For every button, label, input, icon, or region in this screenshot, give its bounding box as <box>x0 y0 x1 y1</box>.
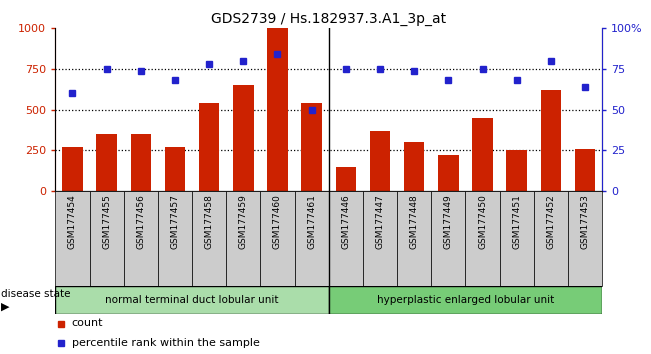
Text: GSM177458: GSM177458 <box>204 194 214 249</box>
Text: GSM177446: GSM177446 <box>341 194 350 249</box>
Bar <box>370 131 391 191</box>
Text: hyperplastic enlarged lobular unit: hyperplastic enlarged lobular unit <box>377 295 554 305</box>
Text: GSM177460: GSM177460 <box>273 194 282 249</box>
Bar <box>165 147 185 191</box>
Bar <box>55 191 89 286</box>
Bar <box>267 28 288 191</box>
Bar <box>336 167 356 191</box>
Bar <box>294 191 329 286</box>
Bar <box>301 103 322 191</box>
Bar <box>404 142 424 191</box>
Bar <box>397 191 432 286</box>
Text: GSM177457: GSM177457 <box>171 194 180 249</box>
Text: GSM177449: GSM177449 <box>444 194 453 249</box>
Text: GSM177453: GSM177453 <box>581 194 590 249</box>
Bar <box>540 90 561 191</box>
Bar <box>465 191 500 286</box>
Bar <box>432 191 465 286</box>
Bar <box>329 286 602 314</box>
Bar <box>227 191 260 286</box>
Bar <box>473 118 493 191</box>
Text: GSM177456: GSM177456 <box>136 194 145 249</box>
Text: ▶: ▶ <box>1 301 9 311</box>
Text: GSM177451: GSM177451 <box>512 194 521 249</box>
Bar <box>500 191 534 286</box>
Text: GSM177461: GSM177461 <box>307 194 316 249</box>
Text: GSM177447: GSM177447 <box>376 194 385 249</box>
Bar <box>568 191 602 286</box>
Bar <box>534 191 568 286</box>
Text: GSM177459: GSM177459 <box>239 194 248 249</box>
Text: GSM177450: GSM177450 <box>478 194 487 249</box>
Text: GSM177452: GSM177452 <box>546 194 555 249</box>
Bar <box>55 286 329 314</box>
Bar <box>90 191 124 286</box>
Bar <box>233 85 253 191</box>
Text: count: count <box>72 319 104 329</box>
Text: GSM177455: GSM177455 <box>102 194 111 249</box>
Bar <box>438 155 458 191</box>
Bar <box>199 103 219 191</box>
Title: GDS2739 / Hs.182937.3.A1_3p_at: GDS2739 / Hs.182937.3.A1_3p_at <box>211 12 447 26</box>
Text: percentile rank within the sample: percentile rank within the sample <box>72 337 260 348</box>
Bar <box>363 191 397 286</box>
Bar <box>260 191 295 286</box>
Text: GSM177448: GSM177448 <box>409 194 419 249</box>
Text: GSM177454: GSM177454 <box>68 194 77 249</box>
Text: disease state: disease state <box>1 289 70 299</box>
Bar <box>124 191 158 286</box>
Bar <box>506 150 527 191</box>
Bar <box>575 149 595 191</box>
Bar <box>158 191 192 286</box>
Text: normal terminal duct lobular unit: normal terminal duct lobular unit <box>105 295 279 305</box>
Bar <box>130 134 151 191</box>
Bar <box>96 134 117 191</box>
Bar <box>329 191 363 286</box>
Bar <box>62 147 83 191</box>
Bar <box>192 191 227 286</box>
